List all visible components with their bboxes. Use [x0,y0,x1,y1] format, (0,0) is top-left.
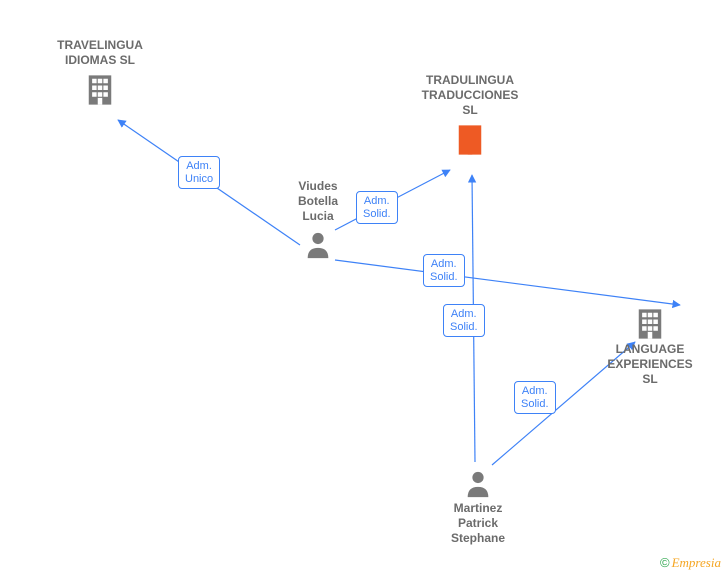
edge-label: Adm. Solid. [423,254,465,287]
building-icon [632,306,668,342]
edge-label: Adm. Unico [178,156,220,189]
building-icon [452,122,488,158]
node-martinez: Martinez Patrick Stephane [428,463,528,546]
node-viudes: Viudes Botella Lucia [273,179,363,262]
edge-label: Adm. Solid. [514,381,556,414]
building-icon [82,72,118,108]
watermark: ©Empresia [660,555,721,571]
node-label: Martinez Patrick Stephane [428,501,528,546]
edge-line [335,260,680,305]
node-label: TRADULINGUA TRADUCCIONES SL [400,73,540,118]
node-label: Viudes Botella Lucia [273,179,363,224]
diagram-canvas: { "type": "network", "background_color":… [0,0,728,575]
edge-label: Adm. Solid. [356,191,398,224]
watermark-text: Empresia [672,555,721,570]
node-label: LANGUAGE EXPERIENCES SL [590,342,710,387]
node-tradulingua: TRADULINGUA TRADUCCIONES SL [400,73,540,158]
node-label: TRAVELINGUA IDIOMAS SL [30,38,170,68]
edge-label: Adm. Solid. [443,304,485,337]
copyright-symbol: © [660,555,670,570]
node-travelingua: TRAVELINGUA IDIOMAS SL [30,38,170,108]
person-icon [463,467,493,501]
person-icon [303,228,333,262]
node-language_exp: LANGUAGE EXPERIENCES SL [590,302,710,387]
